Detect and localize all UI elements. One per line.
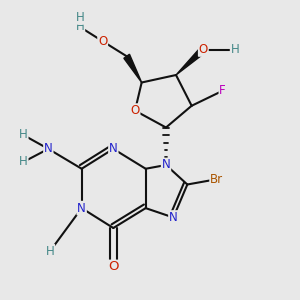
Text: H: H [231, 43, 239, 56]
Text: H: H [76, 11, 84, 24]
Text: F: F [219, 84, 226, 97]
Polygon shape [176, 46, 206, 75]
Text: N: N [169, 211, 178, 224]
Text: Br: Br [210, 173, 223, 186]
Text: O: O [199, 43, 208, 56]
Polygon shape [124, 54, 142, 82]
Text: N: N [162, 158, 170, 172]
Text: O: O [98, 35, 107, 48]
Text: H: H [46, 245, 54, 258]
Text: O: O [130, 104, 140, 117]
Text: H: H [19, 128, 28, 142]
Text: N: N [44, 142, 53, 155]
Text: O: O [108, 260, 119, 274]
Text: N: N [109, 142, 118, 155]
Text: H: H [76, 20, 84, 34]
Text: N: N [77, 202, 86, 214]
Text: H: H [19, 155, 28, 169]
